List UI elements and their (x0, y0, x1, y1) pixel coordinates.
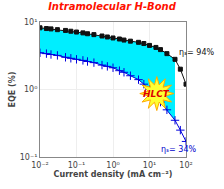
svg-text:EQE (%): EQE (%) (8, 72, 17, 108)
svg-text:HLCT: HLCT (143, 89, 170, 99)
svg-text:Intramolecular H-Bond: Intramolecular H-Bond (48, 1, 177, 12)
svg-text:ηₛ= 34%: ηₛ= 34% (161, 145, 196, 154)
svg-text:10⁻¹: 10⁻¹ (20, 153, 38, 162)
svg-text:10¹: 10¹ (143, 161, 156, 170)
svg-text:10⁰: 10⁰ (106, 161, 119, 170)
svg-text:10⁰: 10⁰ (24, 85, 37, 94)
svg-text:ηₛ= 94%: ηₛ= 94% (179, 48, 214, 57)
svg-text:10⁻¹: 10⁻¹ (68, 161, 86, 170)
svg-text:10¹: 10¹ (24, 18, 37, 27)
svg-text:10⁻²: 10⁻² (31, 161, 49, 170)
svg-text:10²: 10² (179, 161, 192, 170)
svg-text:Current density (mA cm⁻²): Current density (mA cm⁻²) (54, 170, 173, 179)
